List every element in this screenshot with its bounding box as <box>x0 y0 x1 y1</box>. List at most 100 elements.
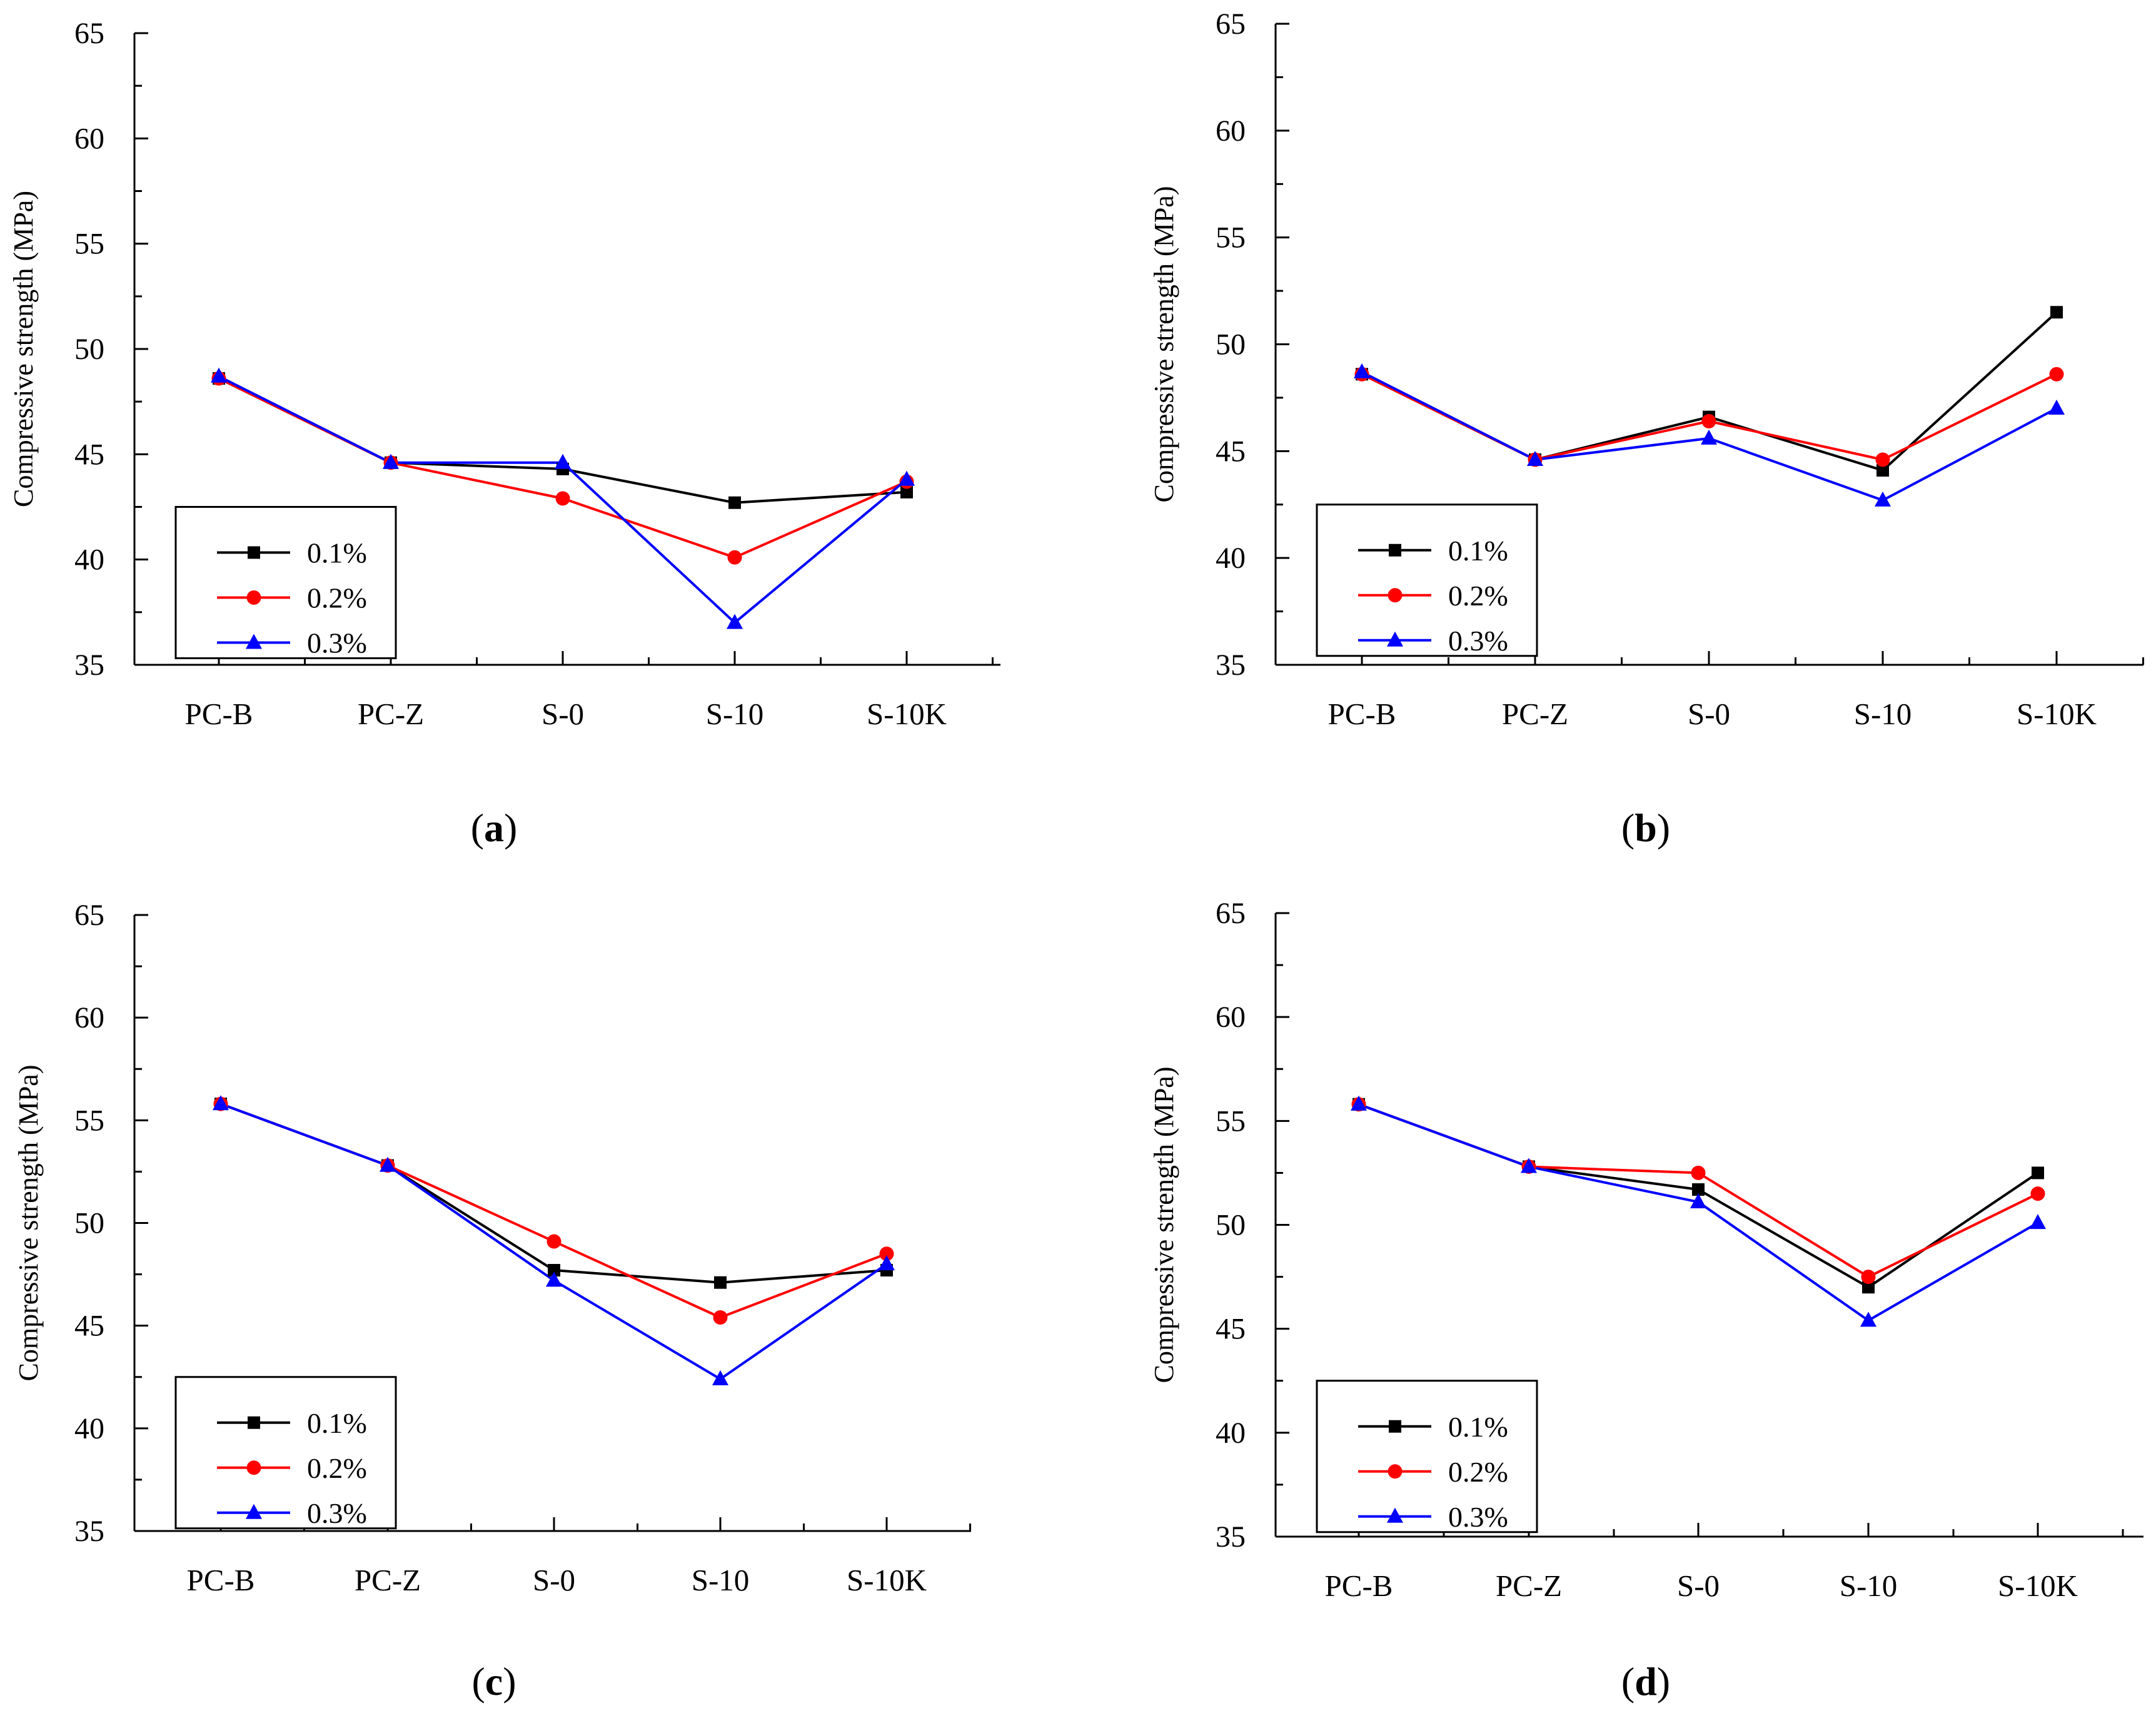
y-tick-label: 60 <box>1216 1001 1246 1034</box>
data-point-0.1% <box>2032 1166 2044 1180</box>
legend-marker-0.2% <box>246 590 261 605</box>
data-point-0.3% <box>1354 363 1370 378</box>
data-point-0.3% <box>546 1271 562 1287</box>
x-category-label: S-10 <box>1854 697 1912 731</box>
data-point-0.3% <box>1521 1158 1537 1173</box>
y-axis-title: Compressive strength (MPa) <box>13 1065 44 1382</box>
y-tick-label: 45 <box>74 1310 104 1343</box>
x-category-label: S-10K <box>847 1563 927 1597</box>
y-axis-title: Compressive strength (MPa) <box>8 191 39 507</box>
legend-label: 0.3% <box>307 627 367 659</box>
y-tick-label: 65 <box>1216 897 1246 930</box>
y-tick-label: 65 <box>74 17 104 50</box>
data-point-0.3% <box>2048 400 2065 415</box>
x-category-label: PC-B <box>187 1563 255 1597</box>
data-point-0.3% <box>555 453 571 469</box>
data-point-0.2% <box>713 1310 728 1325</box>
y-tick-label: 40 <box>1216 542 1246 575</box>
data-point-0.2% <box>1875 452 1890 467</box>
y-tick-label: 60 <box>74 122 104 155</box>
y-tick-label: 45 <box>1216 1313 1246 1346</box>
legend-label: 0.1% <box>1448 1411 1508 1443</box>
legend-label: 0.2% <box>1448 1456 1508 1488</box>
legend-marker-0.3% <box>246 1503 262 1519</box>
panel-label: (c) <box>471 1659 516 1704</box>
y-tick-label: 50 <box>74 1207 104 1240</box>
data-point-0.3% <box>211 367 227 383</box>
chart-panel-c: 35 40 45 50 55 60 65 PC-B PC-Z S-0 S-10 S-10K Compre… <box>13 899 971 1704</box>
x-category-label: S-10 <box>692 1563 750 1597</box>
y-tick-label: 55 <box>74 228 104 261</box>
chart-panel-b: 35 40 45 50 55 60 65 PC-B PC-Z S-0 S-10 S-10K Compre… <box>1149 8 2144 850</box>
y-tick-label: 35 <box>1216 1520 1246 1554</box>
x-category-label: S-0 <box>533 1563 575 1597</box>
panel-label: (b) <box>1621 806 1670 850</box>
data-point-0.2% <box>2049 366 2064 381</box>
series-line-0.1% <box>1361 311 2058 472</box>
data-point-0.1% <box>728 496 741 509</box>
legend-box <box>174 1376 397 1530</box>
legend-label: 0.1% <box>307 537 367 569</box>
x-category-label: S-10K <box>867 697 947 731</box>
y-tick-label: 50 <box>74 333 104 366</box>
legend-marker-0.2% <box>246 1460 261 1475</box>
legend-marker-0.1% <box>248 546 260 559</box>
legend-marker-0.2% <box>1388 1464 1403 1479</box>
data-point-0.1% <box>714 1276 727 1289</box>
legend: 0.1% 0.2% 0.3% <box>1316 503 1538 657</box>
data-point-0.2% <box>1691 1165 1706 1180</box>
data-point-0.3% <box>213 1095 229 1111</box>
data-point-0.3% <box>1701 429 1717 445</box>
data-point-0.3% <box>712 1370 728 1386</box>
legend-marker-0.3% <box>246 634 262 649</box>
data-point-0.3% <box>383 453 399 469</box>
x-category-label: PC-B <box>1325 1569 1393 1603</box>
data-point-0.1% <box>2050 306 2063 319</box>
y-tick-label: 50 <box>1216 328 1246 361</box>
series-line-0.1% <box>220 1103 887 1284</box>
legend-label: 0.3% <box>1448 1501 1508 1533</box>
data-point-0.2% <box>2030 1186 2045 1201</box>
x-category-label: PC-Z <box>1502 697 1568 731</box>
data-point-0.2% <box>555 491 570 506</box>
data-point-0.3% <box>1351 1095 1367 1111</box>
data-point-0.3% <box>2030 1214 2046 1230</box>
data-point-0.1% <box>1692 1183 1705 1196</box>
data-point-0.1% <box>900 485 913 498</box>
legend-label: 0.1% <box>1448 535 1508 567</box>
legend-box <box>1316 503 1538 657</box>
x-category-label: S-0 <box>1688 697 1730 731</box>
data-point-0.1% <box>548 1264 560 1277</box>
y-tick-label: 65 <box>74 899 104 932</box>
legend: 0.1% 0.2% 0.3% <box>1316 1380 1538 1533</box>
data-point-0.3% <box>1860 1311 1876 1327</box>
chart-panel-a: 35 40 45 50 55 60 65 PC-B PC-Z S-0 S-10 S-10K Compre… <box>8 17 1000 850</box>
y-tick-label: 45 <box>1216 435 1246 468</box>
x-category-label: PC-B <box>185 697 253 731</box>
x-category-label: S-0 <box>542 697 584 731</box>
data-point-0.3% <box>879 1255 895 1271</box>
legend: 0.1% 0.2% 0.3% <box>174 1376 397 1530</box>
legend-box <box>1316 1380 1538 1533</box>
x-category-label: S-10 <box>706 697 764 731</box>
data-point-0.3% <box>1527 451 1543 466</box>
data-point-0.3% <box>1690 1193 1706 1208</box>
x-category-label: S-10K <box>1998 1569 2078 1603</box>
legend-label: 0.2% <box>1448 580 1508 612</box>
legend-marker-0.1% <box>248 1416 260 1429</box>
data-point-0.3% <box>727 614 743 629</box>
y-tick-label: 60 <box>74 1001 104 1034</box>
y-tick-label: 45 <box>74 438 104 471</box>
data-point-0.2% <box>879 1246 894 1261</box>
y-tick-label: 60 <box>1216 114 1246 148</box>
x-category-label: S-0 <box>1677 1569 1720 1603</box>
chart-panel-d: 35 40 45 50 55 60 65 PC-B PC-Z S-0 S-10 S-10K Compre… <box>1149 897 2143 1704</box>
data-point-0.2% <box>547 1234 562 1249</box>
y-tick-label: 40 <box>74 543 104 577</box>
series-line-0.3% <box>1358 1103 2038 1322</box>
panel-label: (d) <box>1621 1659 1670 1704</box>
x-category-label: S-10K <box>2017 697 2097 731</box>
y-axis-title: Compressive strength (MPa) <box>1149 1067 1179 1383</box>
legend-label: 0.2% <box>307 1452 367 1484</box>
